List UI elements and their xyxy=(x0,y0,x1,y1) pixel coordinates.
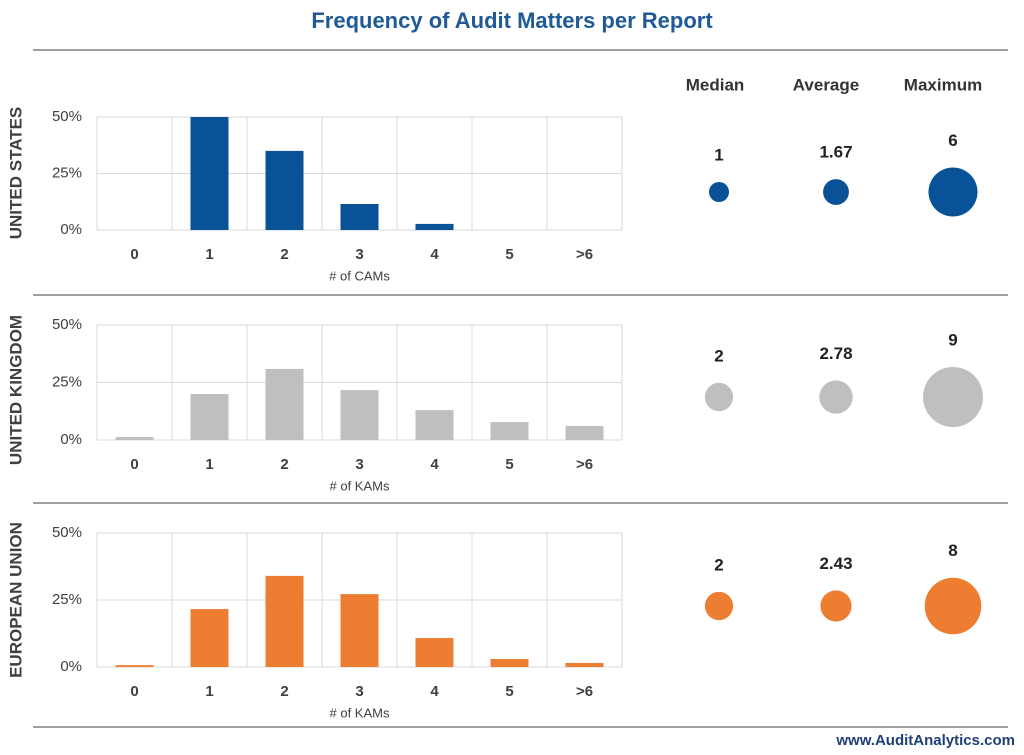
stat-bubble xyxy=(709,182,729,202)
stat-bubble xyxy=(823,179,849,205)
x-axis-label: # of KAMs xyxy=(330,478,390,493)
bar xyxy=(115,665,154,667)
stat-bubble xyxy=(923,367,983,427)
x-tick-label: 4 xyxy=(430,456,439,473)
bar xyxy=(490,658,529,667)
x-tick-label: 2 xyxy=(280,246,288,263)
region-label: UNITED STATES xyxy=(6,107,25,240)
bar xyxy=(340,594,379,667)
bar xyxy=(265,150,304,230)
y-tick-label: 0% xyxy=(60,221,82,238)
y-tick-label: 50% xyxy=(52,108,82,125)
y-tick-label: 0% xyxy=(60,658,82,675)
x-tick-label: 0 xyxy=(130,456,138,473)
bar xyxy=(190,609,229,667)
x-tick-label: 5 xyxy=(505,683,513,700)
stat-value: 6 xyxy=(948,131,957,150)
x-axis-label: # of CAMs xyxy=(329,268,390,283)
x-tick-label: 0 xyxy=(130,683,138,700)
stat-header: Average xyxy=(793,75,859,94)
x-tick-label: 0 xyxy=(130,246,138,263)
title: Frequency of Audit Matters per Report xyxy=(311,8,713,33)
bar xyxy=(415,410,454,440)
bar xyxy=(415,638,454,667)
y-tick-label: 0% xyxy=(60,431,82,448)
stat-bubble xyxy=(819,380,853,414)
bar xyxy=(565,425,604,440)
x-tick-label: 3 xyxy=(355,246,363,263)
x-tick-label: >6 xyxy=(576,683,593,700)
y-tick-label: 25% xyxy=(52,164,82,181)
y-tick-label: 50% xyxy=(52,524,82,541)
x-tick-label: 3 xyxy=(355,456,363,473)
x-tick-label: 5 xyxy=(505,246,513,263)
x-tick-label: 1 xyxy=(205,246,213,263)
y-tick-label: 25% xyxy=(52,591,82,608)
x-tick-label: 4 xyxy=(430,246,439,263)
bar xyxy=(340,390,379,440)
x-axis-label: # of KAMs xyxy=(330,705,390,720)
region-label: EUROPEAN UNION xyxy=(6,522,25,678)
bar xyxy=(490,422,529,440)
stat-header: Maximum xyxy=(904,75,982,94)
x-tick-label: 1 xyxy=(205,456,213,473)
y-tick-label: 25% xyxy=(52,373,82,390)
stat-value: 2.43 xyxy=(819,554,852,573)
stat-value: 9 xyxy=(948,330,957,349)
stat-value: 1.67 xyxy=(819,143,852,162)
x-tick-label: >6 xyxy=(576,246,593,263)
y-tick-label: 50% xyxy=(52,316,82,333)
bar xyxy=(415,223,454,230)
stat-value: 2.78 xyxy=(819,344,852,363)
x-tick-label: 3 xyxy=(355,683,363,700)
stat-value: 1 xyxy=(714,145,723,164)
bar xyxy=(340,204,379,230)
footer: www.AuditAnalytics.com xyxy=(835,732,1015,749)
stat-bubble xyxy=(704,591,734,621)
stat-value: 2 xyxy=(714,555,723,574)
bar xyxy=(265,368,304,440)
x-tick-label: 2 xyxy=(280,456,288,473)
bar xyxy=(265,575,304,667)
stat-bubble xyxy=(704,382,734,412)
x-tick-label: >6 xyxy=(576,456,593,473)
region-label: UNITED KINGDOM xyxy=(6,315,25,465)
x-tick-label: 4 xyxy=(430,683,439,700)
x-tick-label: 2 xyxy=(280,683,288,700)
bar xyxy=(115,437,154,440)
bar xyxy=(565,662,604,667)
stat-bubble xyxy=(924,577,982,635)
stat-bubble xyxy=(820,590,852,622)
stat-value: 8 xyxy=(948,541,957,560)
stat-value: 2 xyxy=(714,346,723,365)
stat-bubble xyxy=(928,167,978,217)
bar xyxy=(190,117,229,230)
stat-header: Median xyxy=(686,75,745,94)
x-tick-label: 5 xyxy=(505,456,513,473)
x-tick-label: 1 xyxy=(205,683,213,700)
bar xyxy=(190,394,229,440)
